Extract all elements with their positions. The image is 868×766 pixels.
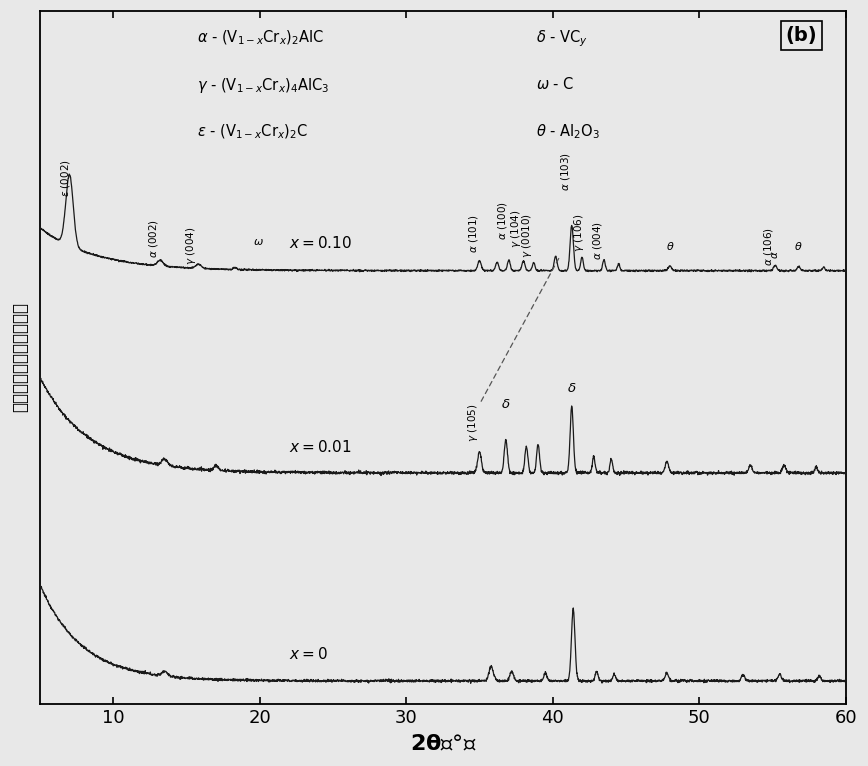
- Text: $\alpha$ (002): $\alpha$ (002): [148, 219, 161, 258]
- Text: $\omega$: $\omega$: [253, 237, 263, 247]
- Text: $\alpha$ (103): $\alpha$ (103): [559, 152, 572, 192]
- Text: $\delta$ - VC$_y$: $\delta$ - VC$_y$: [536, 28, 588, 49]
- Text: $\gamma$ (004): $\gamma$ (004): [184, 227, 199, 266]
- Text: (b): (b): [786, 26, 818, 45]
- Text: $\alpha$ (004): $\alpha$ (004): [591, 221, 604, 260]
- Text: $\varepsilon$ (002): $\varepsilon$ (002): [59, 159, 72, 197]
- Text: $x=0.01$: $x=0.01$: [289, 439, 352, 454]
- Text: $\gamma$ (105): $\gamma$ (105): [465, 404, 479, 442]
- Text: $\alpha$: $\alpha$: [770, 250, 779, 260]
- Text: $x=0.10$: $x=0.10$: [289, 235, 352, 251]
- Text: $\theta$: $\theta$: [794, 240, 803, 251]
- Text: $\gamma$ (104): $\gamma$ (104): [510, 209, 523, 248]
- Text: $\delta$: $\delta$: [567, 382, 576, 395]
- Text: $\gamma$ - (V$_{1-x}$Cr$_x$)$_4$AlC$_3$: $\gamma$ - (V$_{1-x}$Cr$_x$)$_4$AlC$_3$: [197, 76, 330, 94]
- X-axis label: $\mathbf{2\theta}$（°）: $\mathbf{2\theta}$（°）: [410, 735, 477, 755]
- Text: $\alpha$ (100): $\alpha$ (100): [496, 201, 509, 241]
- Text: $\alpha$ (101): $\alpha$ (101): [466, 214, 479, 253]
- Y-axis label: 归一化强度（任意单位）: 归一化强度（任意单位）: [11, 303, 30, 412]
- Text: $\theta$: $\theta$: [666, 240, 674, 251]
- Text: $\varepsilon$ - (V$_{1-x}$Cr$_x$)$_2$C: $\varepsilon$ - (V$_{1-x}$Cr$_x$)$_2$C: [197, 123, 308, 141]
- Text: $\alpha$ - (V$_{1-x}$Cr$_x$)$_2$AlC: $\alpha$ - (V$_{1-x}$Cr$_x$)$_2$AlC: [197, 28, 325, 47]
- Text: $x=0$: $x=0$: [289, 647, 328, 663]
- Text: $\gamma$ (0010): $\gamma$ (0010): [520, 213, 534, 258]
- Text: $\delta$: $\delta$: [501, 398, 510, 411]
- Text: $\alpha$ (106): $\alpha$ (106): [762, 227, 775, 266]
- Text: $\theta$ - Al$_2$O$_3$: $\theta$ - Al$_2$O$_3$: [536, 123, 600, 141]
- Text: $\gamma$ (106): $\gamma$ (106): [572, 214, 587, 252]
- Text: $\omega$ - C: $\omega$ - C: [536, 76, 574, 91]
